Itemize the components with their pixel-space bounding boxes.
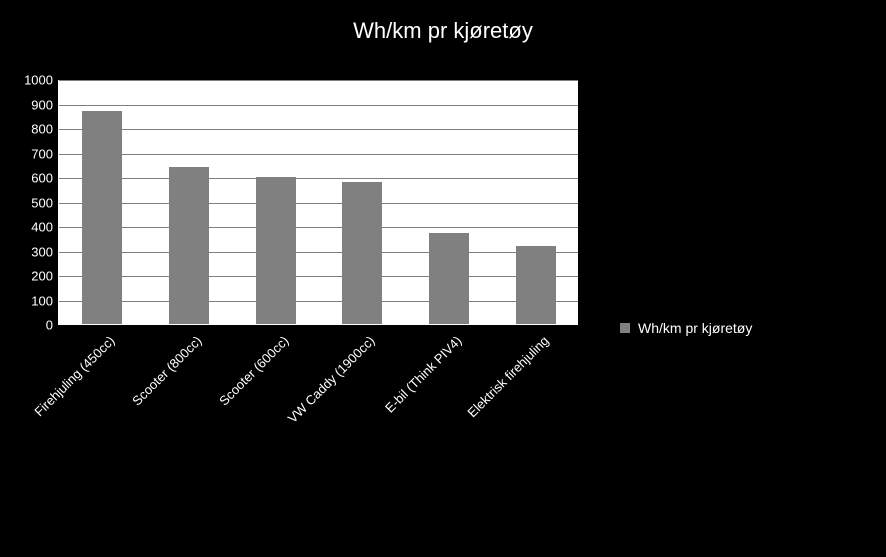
y-tick-label: 800 <box>0 122 53 137</box>
bar <box>82 111 122 324</box>
gridline <box>59 105 578 106</box>
x-tick-label: Firehjuling (450cc) <box>0 333 118 485</box>
y-tick-label: 700 <box>0 146 53 161</box>
legend-label: Wh/km pr kjøretøy <box>638 320 752 336</box>
chart-area: 01002003004005006007008009001000 Firehju… <box>14 80 614 500</box>
chart-title: Wh/km pr kjøretøy <box>0 18 886 44</box>
y-tick-label: 100 <box>0 293 53 308</box>
x-tick-label: E-bil (Think PIV4) <box>313 333 465 485</box>
y-tick-label: 200 <box>0 269 53 284</box>
bar <box>169 167 209 324</box>
bar <box>342 182 382 324</box>
y-tick-label: 900 <box>0 97 53 112</box>
gridline <box>59 301 578 302</box>
gridline <box>59 154 578 155</box>
y-tick-label: 400 <box>0 220 53 235</box>
gridline <box>59 252 578 253</box>
x-tick-label: Scooter (800cc) <box>53 333 205 485</box>
x-tick-label: Scooter (600cc) <box>139 333 291 485</box>
x-tick-label: Elektrisk firehjuling <box>399 333 551 485</box>
bar <box>429 233 469 324</box>
bar <box>256 177 296 324</box>
bar <box>516 246 556 324</box>
gridline <box>59 227 578 228</box>
y-tick-label: 1000 <box>0 73 53 88</box>
gridline <box>59 276 578 277</box>
y-tick-label: 600 <box>0 171 53 186</box>
gridline <box>59 80 578 81</box>
plot-area: 01002003004005006007008009001000 <box>58 80 578 325</box>
y-tick-label: 300 <box>0 244 53 259</box>
gridline <box>59 178 578 179</box>
legend: Wh/km pr kjøretøy <box>620 320 752 336</box>
y-tick-label: 500 <box>0 195 53 210</box>
legend-swatch <box>620 323 630 333</box>
gridline <box>59 203 578 204</box>
y-tick-label: 0 <box>0 318 53 333</box>
x-tick-label: VW Caddy (1900cc) <box>226 333 378 485</box>
gridline <box>59 129 578 130</box>
